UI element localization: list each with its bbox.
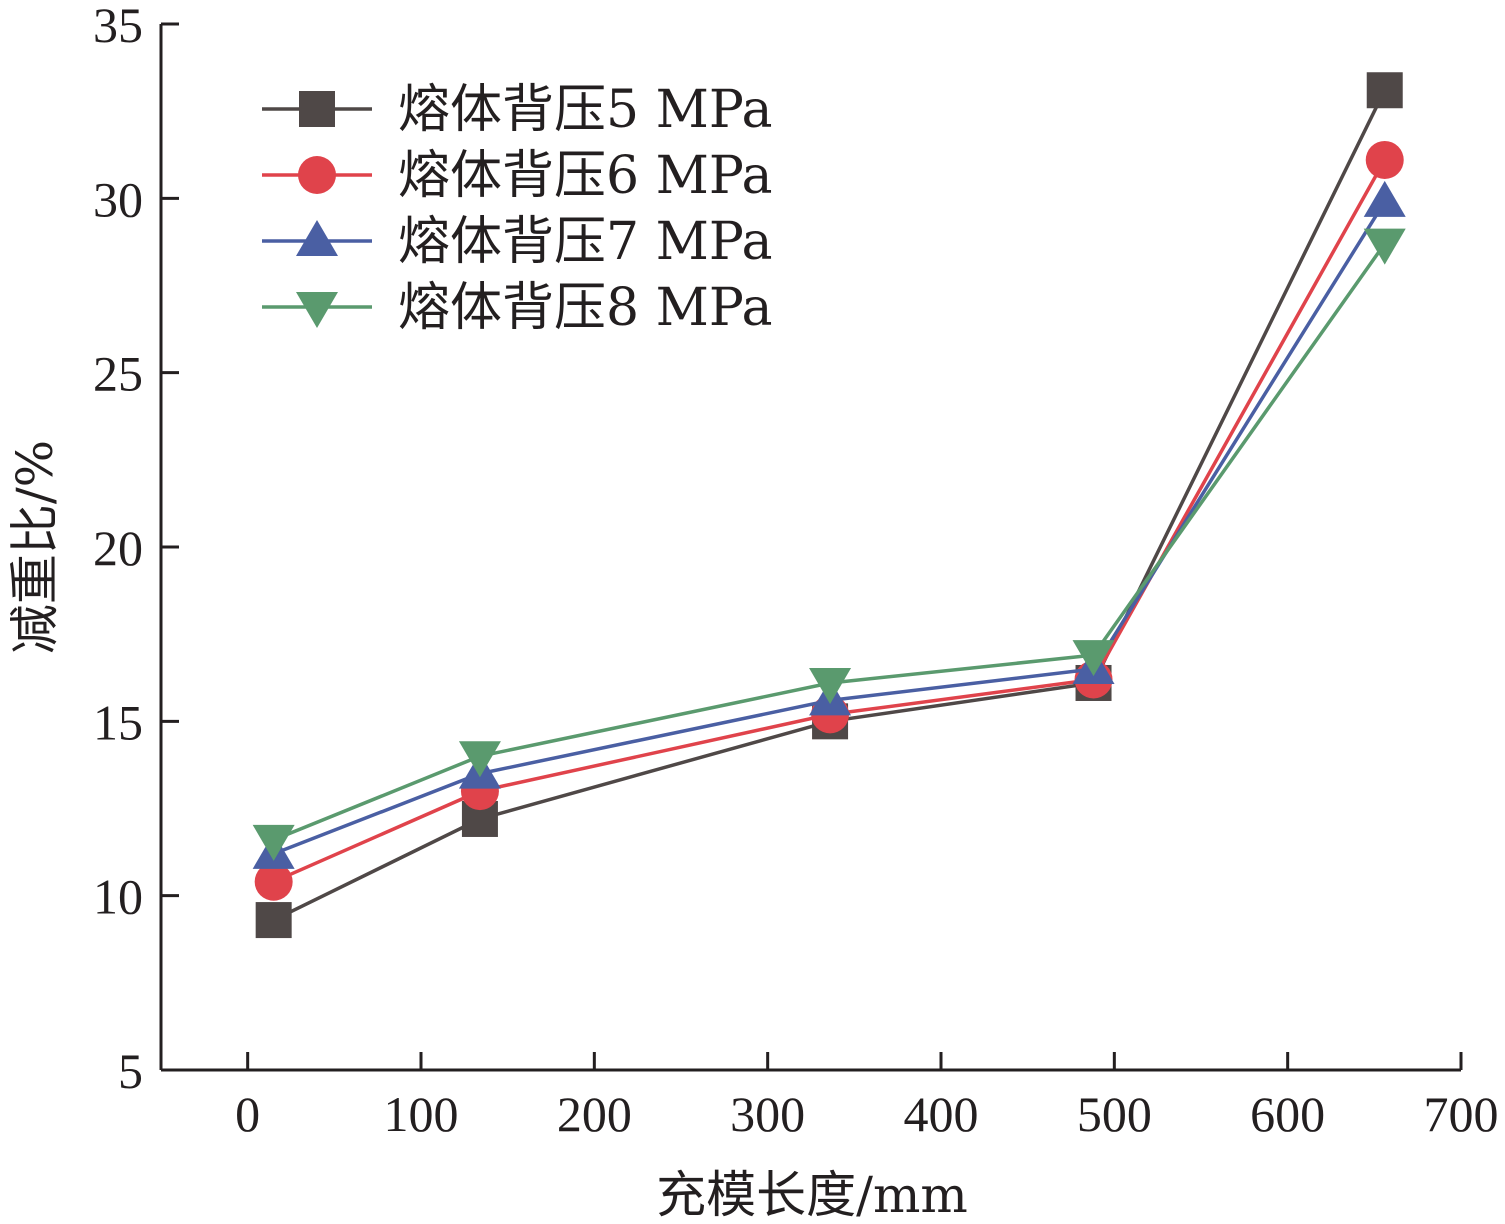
y-tick-label-2: 15 bbox=[93, 694, 143, 750]
x-tick-label-3: 300 bbox=[730, 1086, 805, 1142]
series-1-point-5 bbox=[1366, 72, 1403, 109]
y-tick-label-5: 30 bbox=[93, 171, 143, 227]
ticks: 0 100 200 300 400 500 600 700 5 10 15 20 25 30 35 bbox=[93, 0, 1499, 1142]
x-tick-label-1: 100 bbox=[384, 1086, 459, 1142]
series-4-point-2 bbox=[458, 741, 501, 778]
legend-marker-3 bbox=[296, 220, 338, 256]
series-4-point-1 bbox=[252, 824, 295, 861]
x-tick-label-5: 500 bbox=[1077, 1086, 1152, 1142]
legend-label-4: 熔体背压8 MPa bbox=[398, 278, 773, 338]
legend-label-3: 熔体背压7 MPa bbox=[398, 212, 773, 272]
legend-label-2: 熔体背压6 MPa bbox=[398, 146, 773, 206]
y-tick-label-6: 35 bbox=[93, 0, 143, 53]
series-2-point-1 bbox=[254, 862, 293, 901]
series-2-point-5 bbox=[1365, 140, 1404, 179]
series-3-point-5 bbox=[1363, 180, 1406, 217]
legend-marker-4 bbox=[296, 292, 338, 328]
series-1-point-1 bbox=[255, 902, 292, 939]
series-4 bbox=[252, 228, 1406, 861]
x-tick-label-6: 600 bbox=[1250, 1086, 1325, 1142]
x-tick-label-4: 400 bbox=[904, 1086, 979, 1142]
series-4-point-4 bbox=[1072, 640, 1115, 677]
y-tick-label-0: 5 bbox=[118, 1043, 143, 1099]
legend-marker-1 bbox=[299, 91, 335, 127]
series-4-point-5 bbox=[1363, 228, 1406, 265]
legend-label-1: 熔体背压5 MPa bbox=[398, 80, 773, 140]
legend-marker-2 bbox=[298, 156, 336, 194]
series-4-point-3 bbox=[809, 667, 852, 704]
series-layer bbox=[252, 72, 1406, 939]
x-tick-label-0: 0 bbox=[235, 1086, 260, 1142]
x-tick-label-7: 700 bbox=[1424, 1086, 1499, 1142]
x-axis-title: 充模长度/mm bbox=[656, 1166, 968, 1224]
y-tick-label-1: 10 bbox=[93, 869, 143, 925]
y-tick-label-3: 20 bbox=[93, 520, 143, 576]
x-tick-label-2: 200 bbox=[557, 1086, 632, 1142]
y-axis-title: 减重比/% bbox=[6, 440, 64, 654]
y-tick-label-4: 25 bbox=[93, 346, 143, 402]
axes bbox=[159, 24, 1461, 1072]
